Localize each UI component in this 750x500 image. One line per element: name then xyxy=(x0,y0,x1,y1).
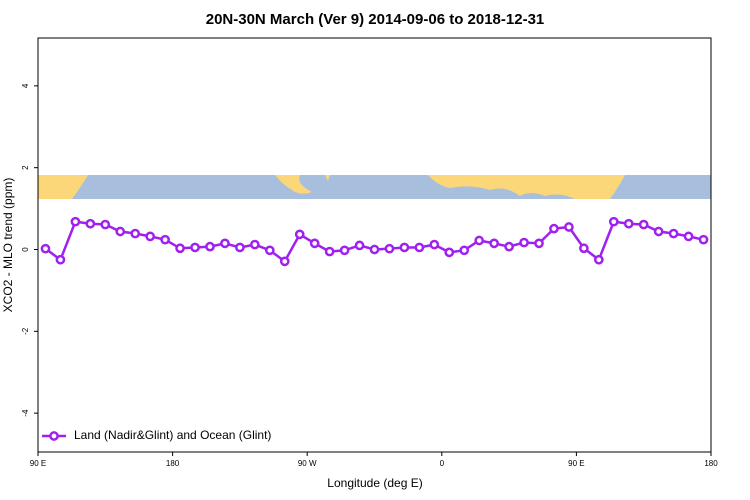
data-point xyxy=(40,243,51,254)
data-point xyxy=(638,219,649,230)
x-axis-label: Longitude (deg E) xyxy=(327,476,422,490)
y-tick-label: -2 xyxy=(21,327,30,335)
data-point xyxy=(235,242,245,253)
data-point xyxy=(160,234,170,245)
chart-title: 20N-30N March (Ver 9) 2014-09-06 to 2018… xyxy=(206,11,545,28)
data-point xyxy=(504,241,514,252)
data-point xyxy=(294,229,305,240)
data-point xyxy=(698,234,709,245)
y-axis-label: XCO2 - MLO trend (ppm) xyxy=(1,178,15,313)
data-point xyxy=(279,256,290,267)
data-point xyxy=(474,235,485,246)
data-point xyxy=(369,244,380,255)
data-point xyxy=(519,237,529,248)
data-point xyxy=(683,231,694,242)
x-tick-label: 90 E xyxy=(568,459,584,468)
data-point xyxy=(384,243,395,254)
data-point xyxy=(429,239,440,250)
y-tick-label: 4 xyxy=(21,83,30,88)
map-strip xyxy=(38,175,711,203)
data-point xyxy=(534,238,544,249)
data-point xyxy=(593,254,604,265)
plot-frame xyxy=(37,37,712,453)
data-point xyxy=(339,245,350,256)
x-tick-label: 90 E xyxy=(30,459,46,468)
y-tick-label: 0 xyxy=(21,247,30,252)
x-tick-label: 0 xyxy=(440,459,445,468)
data-point xyxy=(115,226,126,237)
data-point xyxy=(459,245,470,256)
data-point xyxy=(175,243,185,254)
data-point xyxy=(55,254,66,265)
data-point xyxy=(623,218,634,229)
series-line xyxy=(44,220,704,264)
data-point xyxy=(414,242,425,253)
data-point xyxy=(399,242,410,253)
data-point xyxy=(70,216,81,227)
data-point xyxy=(264,245,275,256)
data-point xyxy=(220,238,230,249)
legend-label: Land (Nadir&Glint) and Ocean (Glint) xyxy=(74,428,271,442)
data-point xyxy=(100,219,111,230)
data-point xyxy=(653,226,664,237)
data-point xyxy=(354,240,365,251)
data-point xyxy=(324,246,335,257)
data-point xyxy=(579,243,589,254)
data-point xyxy=(489,238,499,249)
data-point xyxy=(309,238,320,249)
x-tick-label: 180 xyxy=(166,459,180,468)
y-tick-label: -4 xyxy=(21,409,30,417)
data-point xyxy=(205,241,215,252)
data-point xyxy=(250,239,260,250)
data-point xyxy=(444,247,455,258)
data-point xyxy=(668,228,679,239)
data-point xyxy=(549,223,559,234)
legend-marker xyxy=(49,431,59,441)
data-point xyxy=(608,216,619,227)
x-tick-label: 180 xyxy=(704,459,718,468)
data-point xyxy=(145,231,156,242)
data-point xyxy=(85,218,96,229)
y-tick-label: 2 xyxy=(21,165,30,170)
data-point xyxy=(564,222,574,232)
data-point xyxy=(190,242,200,253)
x-tick-label: 90 W xyxy=(298,459,317,468)
data-point xyxy=(130,228,141,239)
